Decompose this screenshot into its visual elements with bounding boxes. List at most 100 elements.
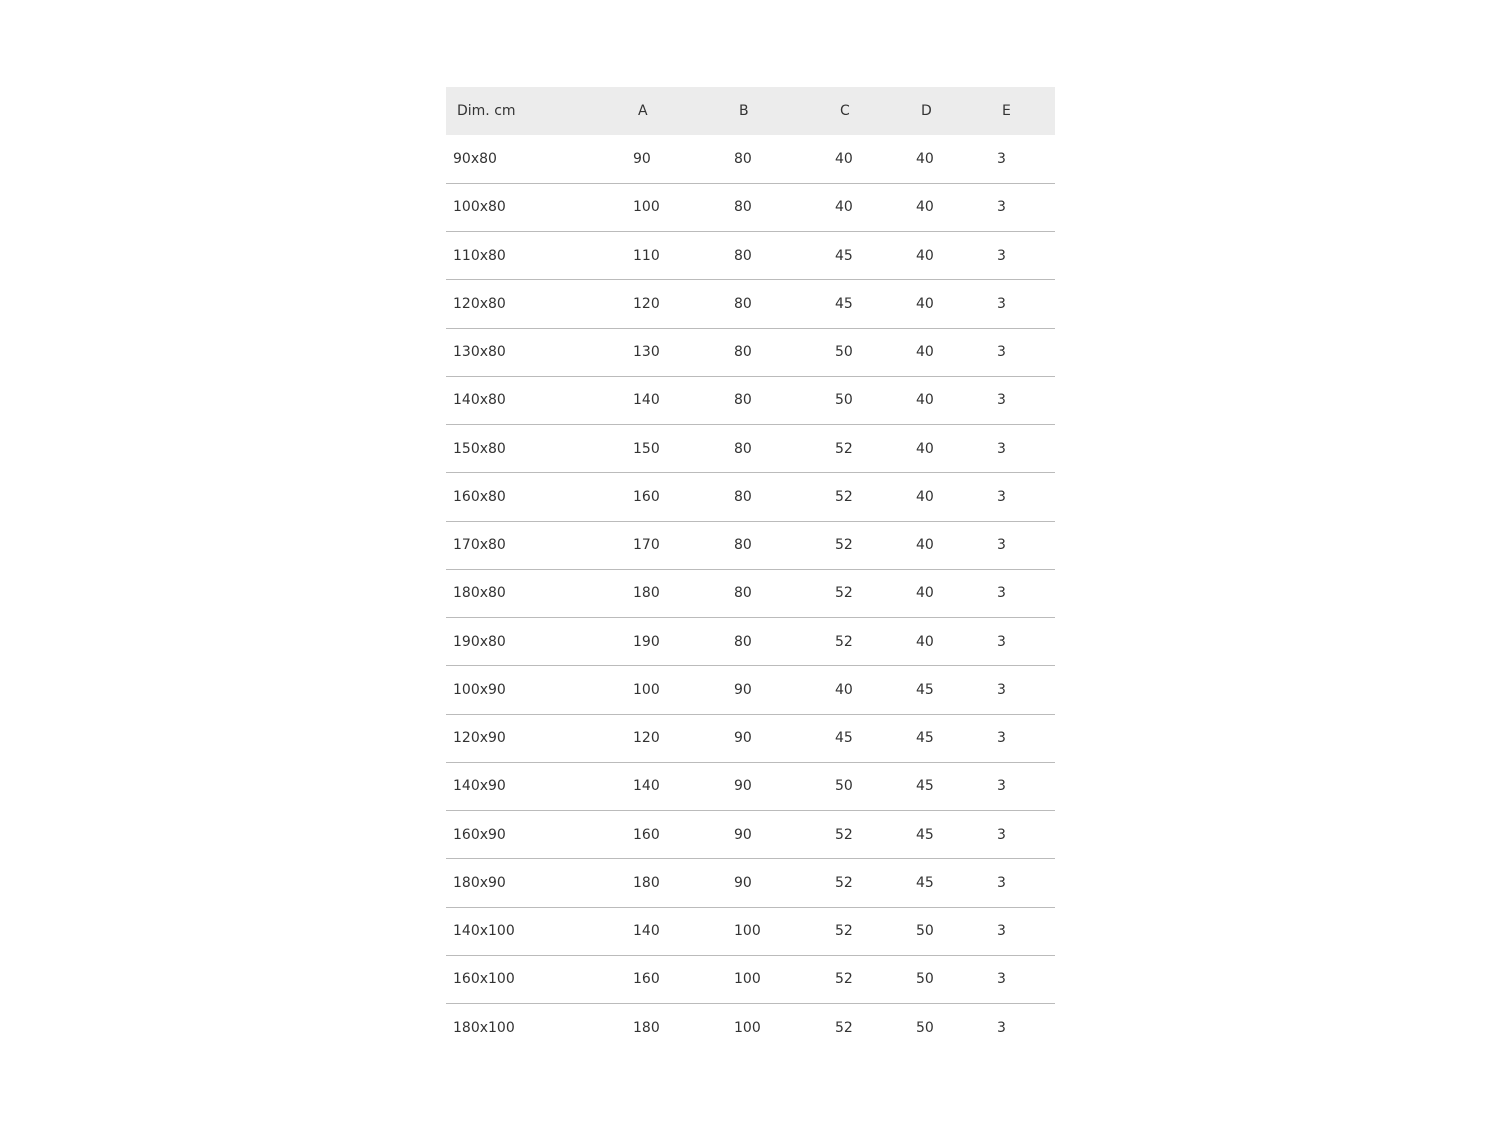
- cell-dim: 120x80: [453, 295, 506, 312]
- table-row: 120x80 120 80 45 40 3: [446, 280, 1055, 328]
- cell-e: 3: [997, 633, 1006, 650]
- cell-a: 130: [633, 344, 660, 361]
- cell-d: 40: [916, 585, 934, 602]
- cell-b: 80: [734, 199, 752, 216]
- table-row: 180x100 180 100 52 50 3: [446, 1004, 1055, 1052]
- cell-d: 40: [916, 633, 934, 650]
- cell-b: 80: [734, 585, 752, 602]
- cell-e: 3: [997, 1019, 1006, 1036]
- table-row: 90x80 90 80 40 40 3: [446, 135, 1055, 184]
- header-d: D: [921, 103, 932, 119]
- cell-d: 40: [916, 440, 934, 457]
- cell-c: 52: [835, 971, 853, 988]
- cell-d: 40: [916, 537, 934, 554]
- cell-e: 3: [997, 874, 1006, 891]
- cell-a: 180: [633, 585, 660, 602]
- cell-e: 3: [997, 295, 1006, 312]
- cell-c: 50: [835, 344, 853, 361]
- cell-b: 100: [734, 1019, 761, 1036]
- table-row: 170x80 170 80 52 40 3: [446, 521, 1055, 570]
- table-row: 180x90 180 90 52 45 3: [446, 859, 1055, 907]
- table-body: 90x80 90 80 40 40 3 100x80 100 80 40 40 3 110x80 110 8…: [446, 135, 1055, 1052]
- cell-d: 40: [916, 344, 934, 361]
- cell-b: 80: [734, 150, 752, 167]
- table-row: 180x80 180 80 52 40 3: [446, 569, 1055, 618]
- cell-dim: 140x90: [453, 778, 506, 795]
- cell-a: 120: [633, 295, 660, 312]
- cell-d: 45: [916, 730, 934, 747]
- cell-c: 45: [835, 730, 853, 747]
- header-dim: Dim. cm: [457, 103, 516, 119]
- cell-e: 3: [997, 247, 1006, 264]
- cell-b: 90: [734, 826, 752, 843]
- cell-a: 180: [633, 1019, 660, 1036]
- cell-dim: 180x90: [453, 874, 506, 891]
- cell-e: 3: [997, 585, 1006, 602]
- table-row: 110x80 110 80 45 40 3: [446, 232, 1055, 280]
- cell-c: 52: [835, 1019, 853, 1036]
- cell-dim: 170x80: [453, 537, 506, 554]
- cell-dim: 160x80: [453, 488, 506, 505]
- cell-dim: 130x80: [453, 344, 506, 361]
- cell-a: 100: [633, 681, 660, 698]
- cell-c: 40: [835, 681, 853, 698]
- table-row: 100x90 100 90 40 45 3: [446, 666, 1055, 714]
- cell-dim: 180x100: [453, 1019, 515, 1036]
- cell-dim: 110x80: [453, 247, 506, 264]
- table-row: 140x80 140 80 50 40 3: [446, 376, 1055, 425]
- cell-b: 90: [734, 730, 752, 747]
- cell-a: 180: [633, 874, 660, 891]
- cell-c: 45: [835, 295, 853, 312]
- cell-c: 52: [835, 488, 853, 505]
- header-e: E: [1002, 103, 1011, 119]
- table-header: Dim. cm A B C D E: [446, 87, 1055, 135]
- cell-d: 40: [916, 199, 934, 216]
- cell-b: 80: [734, 537, 752, 554]
- cell-dim: 100x90: [453, 681, 506, 698]
- cell-dim: 180x80: [453, 585, 506, 602]
- cell-b: 100: [734, 971, 761, 988]
- cell-a: 90: [633, 150, 651, 167]
- header-a: A: [638, 103, 648, 119]
- cell-d: 45: [916, 874, 934, 891]
- table-row: 160x100 160 100 52 50 3: [446, 955, 1055, 1004]
- cell-e: 3: [997, 199, 1006, 216]
- cell-e: 3: [997, 440, 1006, 457]
- cell-d: 40: [916, 150, 934, 167]
- cell-d: 45: [916, 826, 934, 843]
- cell-b: 80: [734, 488, 752, 505]
- cell-c: 50: [835, 778, 853, 795]
- header-c: C: [840, 103, 850, 119]
- cell-dim: 120x90: [453, 730, 506, 747]
- cell-dim: 90x80: [453, 150, 497, 167]
- cell-b: 80: [734, 344, 752, 361]
- table-row: 160x90 160 90 52 45 3: [446, 811, 1055, 859]
- cell-c: 52: [835, 633, 853, 650]
- table-row: 130x80 130 80 50 40 3: [446, 328, 1055, 377]
- cell-b: 90: [734, 778, 752, 795]
- cell-dim: 140x100: [453, 923, 515, 940]
- cell-d: 50: [916, 923, 934, 940]
- cell-a: 110: [633, 247, 660, 264]
- cell-b: 80: [734, 295, 752, 312]
- cell-d: 40: [916, 295, 934, 312]
- cell-c: 45: [835, 247, 853, 264]
- cell-dim: 100x80: [453, 199, 506, 216]
- cell-c: 40: [835, 199, 853, 216]
- cell-dim: 150x80: [453, 440, 506, 457]
- cell-dim: 160x100: [453, 971, 515, 988]
- cell-b: 90: [734, 681, 752, 698]
- cell-a: 190: [633, 633, 660, 650]
- dimensions-table: Dim. cm A B C D E 90x80 90 80 40 40 3 100x80 10…: [446, 87, 1055, 1052]
- cell-d: 45: [916, 681, 934, 698]
- cell-a: 140: [633, 923, 660, 940]
- cell-b: 100: [734, 923, 761, 940]
- cell-c: 50: [835, 392, 853, 409]
- cell-c: 52: [835, 537, 853, 554]
- cell-d: 50: [916, 971, 934, 988]
- table-row: 150x80 150 80 52 40 3: [446, 425, 1055, 473]
- table-row: 190x80 190 80 52 40 3: [446, 618, 1055, 666]
- cell-c: 52: [835, 440, 853, 457]
- cell-b: 80: [734, 247, 752, 264]
- cell-b: 90: [734, 874, 752, 891]
